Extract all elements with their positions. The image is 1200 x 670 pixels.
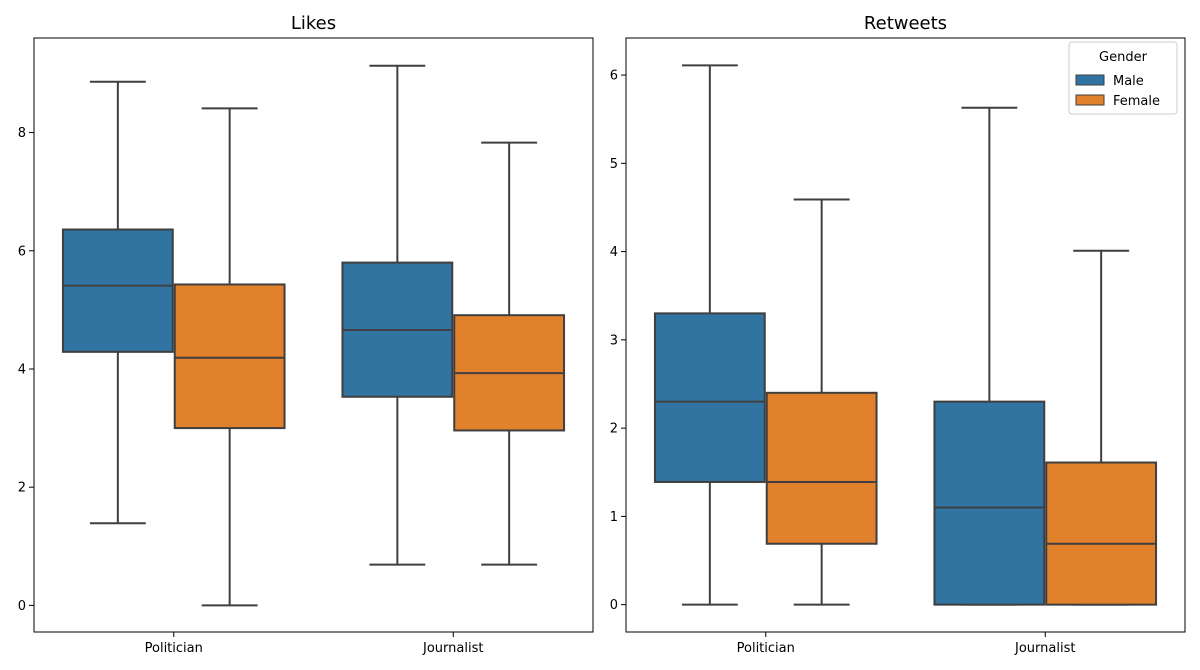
- legend-label-male: Male: [1113, 74, 1144, 89]
- y-tick-label: 0: [610, 598, 618, 613]
- legend-swatch-male: [1075, 74, 1105, 86]
- chart-title: Likes: [291, 13, 336, 34]
- chart-title: Retweets: [864, 13, 947, 34]
- iqr-box: [765, 391, 878, 545]
- box-female-politician: [765, 198, 878, 606]
- y-tick-label: 3: [610, 333, 618, 348]
- retweets-panel: Retweets 0 1 2 3 4 5 6 Politician Journalist Gende…: [610, 13, 1186, 656]
- x-tick-label-politician: Politician: [737, 641, 795, 656]
- y-tick-label: 4: [18, 362, 26, 377]
- y-tick-label: 2: [610, 422, 618, 437]
- legend: Gender Male Female: [1068, 41, 1178, 115]
- box-male-journalist: [933, 106, 1046, 606]
- y-tick-label: 8: [18, 126, 26, 141]
- y-tick-label: 1: [610, 510, 618, 525]
- x-tick-label-politician: Politician: [145, 641, 203, 656]
- y-tick-label: 5: [610, 157, 618, 172]
- iqr-box: [61, 228, 174, 353]
- iqr-box: [933, 400, 1046, 606]
- axes-frame: [33, 37, 594, 633]
- y-tick-label: 6: [18, 244, 26, 259]
- iqr-box: [1045, 461, 1158, 606]
- y-tick-label: 6: [610, 69, 618, 84]
- y-tick-label: 2: [18, 481, 26, 496]
- likes-panel: Likes 0 2 4 6 8 Politician Journalist: [18, 13, 594, 656]
- box-male-politician: [653, 64, 766, 606]
- x-tick-label-journalist: Journalist: [422, 641, 483, 656]
- legend-title: Gender: [1099, 50, 1148, 65]
- x-tick-label-journalist: Journalist: [1014, 641, 1075, 656]
- box-female-journalist: [453, 141, 566, 566]
- axes-frame: [625, 37, 1186, 633]
- box-male-politician: [61, 80, 174, 525]
- box-male-journalist: [341, 64, 454, 566]
- iqr-box: [653, 312, 766, 483]
- legend-swatch-female: [1075, 94, 1105, 106]
- y-tick-label: 4: [610, 245, 618, 260]
- y-tick-label: 0: [18, 599, 26, 614]
- legend-label-female: Female: [1113, 94, 1160, 109]
- box-female-politician: [173, 107, 286, 607]
- box-female-journalist: [1045, 249, 1158, 606]
- iqr-box: [173, 283, 286, 430]
